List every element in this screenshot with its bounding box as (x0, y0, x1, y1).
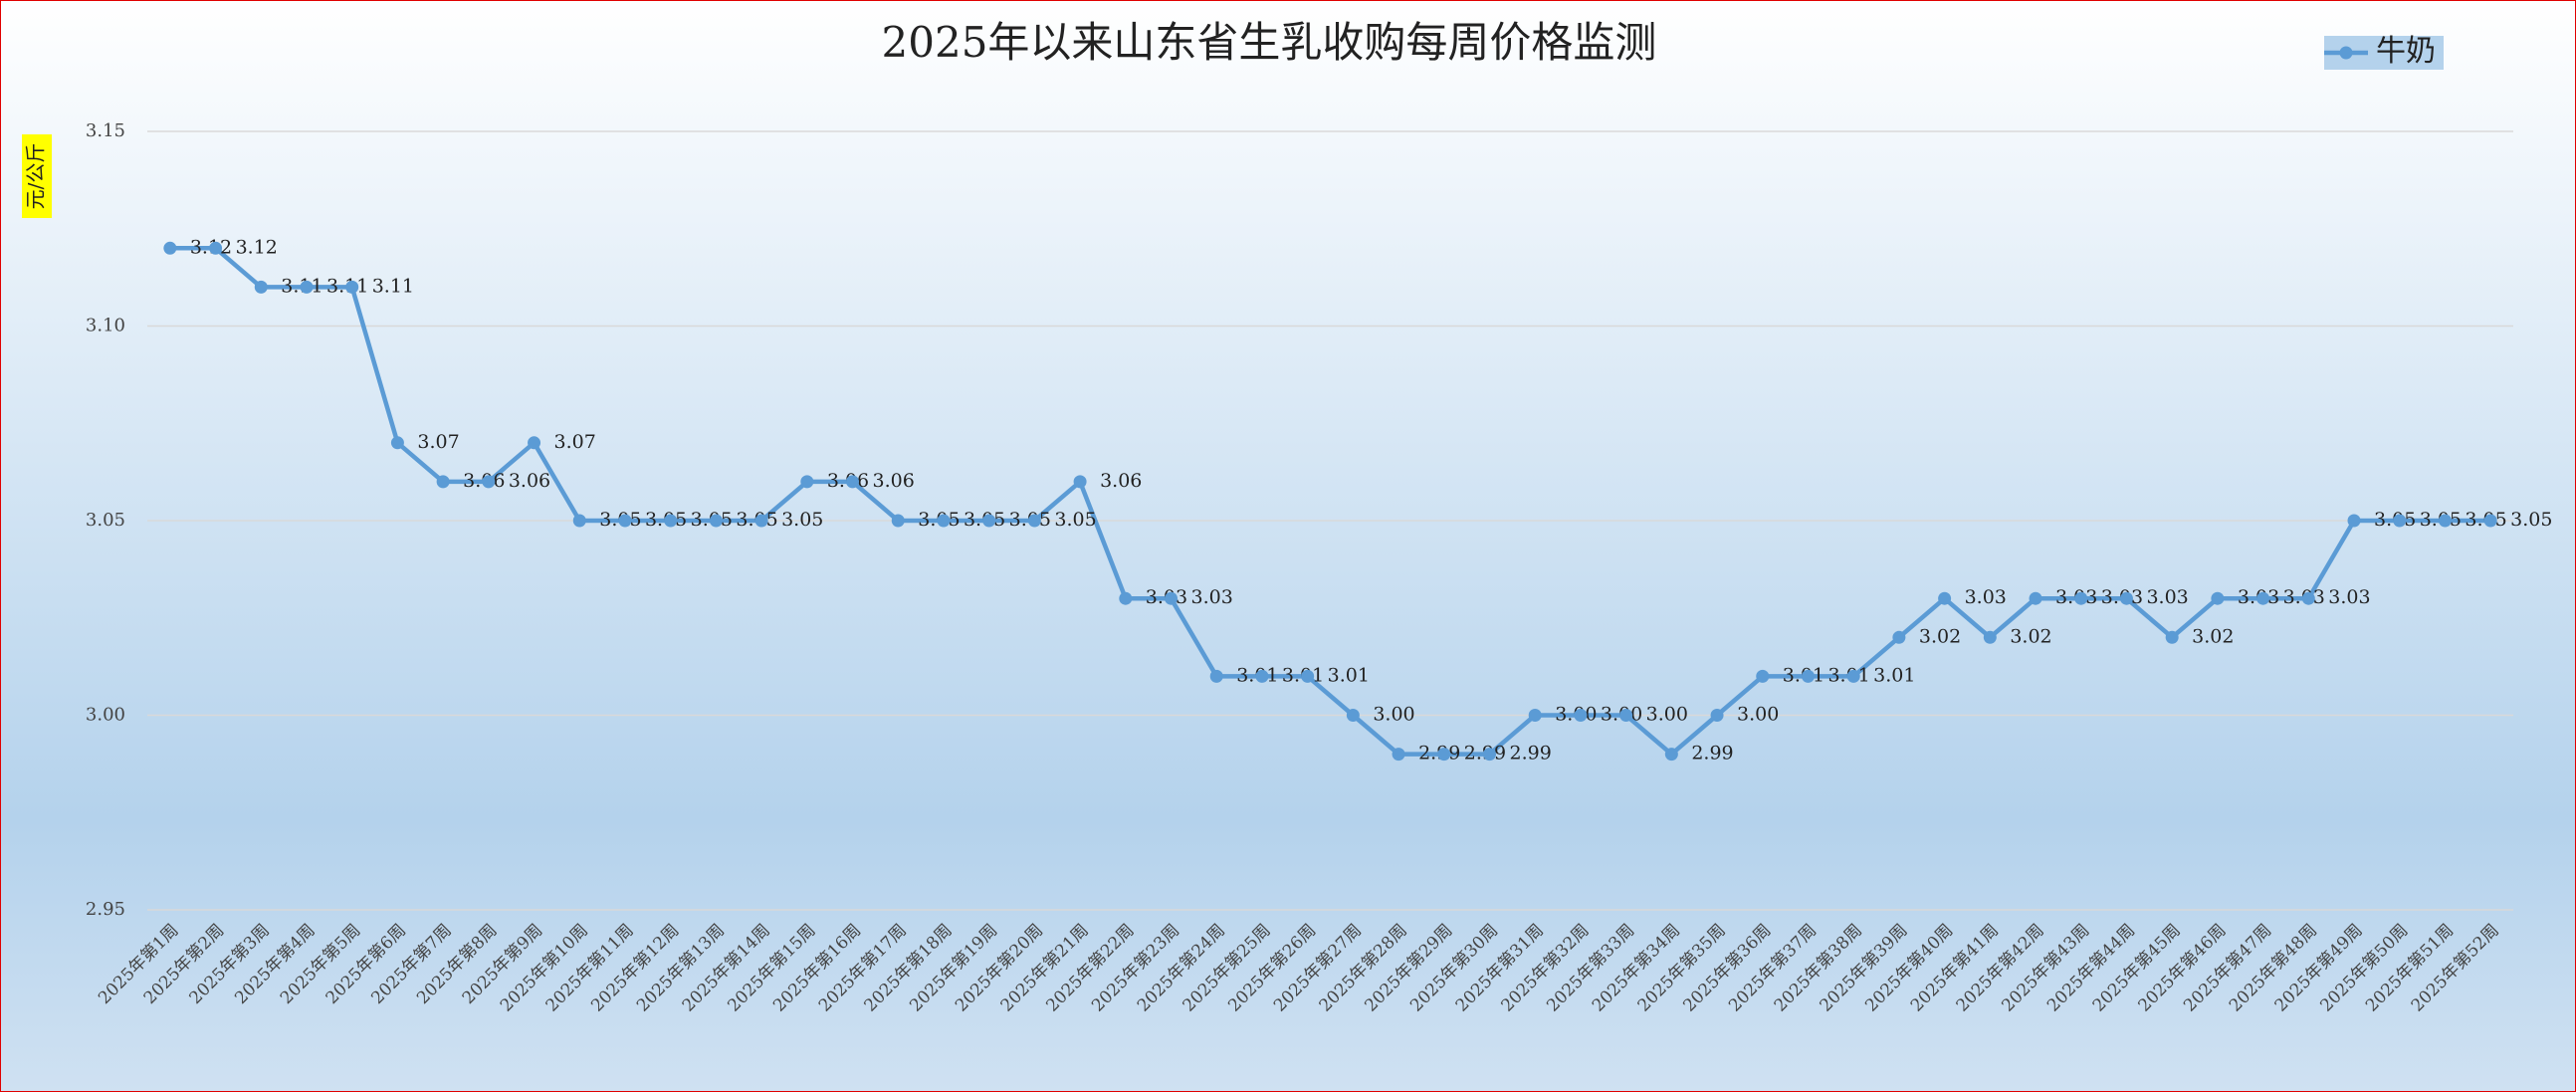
data-point (1346, 709, 1360, 722)
data-label: 3.11 (372, 275, 414, 297)
data-label: 3.07 (554, 431, 596, 453)
data-label: 3.06 (509, 470, 550, 492)
data-label: 3.05 (1054, 509, 1096, 531)
data-point (390, 436, 404, 450)
data-point (1073, 475, 1087, 489)
data-point (1710, 709, 1724, 722)
data-point (1528, 709, 1542, 722)
data-point (1392, 748, 1405, 762)
data-point (891, 514, 905, 528)
data-point (982, 514, 996, 528)
chart-title: 2025年以来山东省生乳收购每周价格监测 (882, 18, 1657, 67)
data-label: 3.02 (1919, 625, 1961, 647)
y-tick-label: 3.00 (86, 705, 125, 726)
data-point (2301, 591, 2315, 605)
data-point (1165, 591, 1179, 605)
data-point (937, 514, 951, 528)
data-point (209, 241, 223, 255)
data-point (618, 514, 632, 528)
data-label: 3.00 (1737, 704, 1779, 726)
data-point (2029, 591, 2042, 605)
data-point (1983, 630, 1997, 644)
data-point (1437, 748, 1451, 762)
data-label: 3.06 (873, 470, 915, 492)
data-point (1301, 669, 1315, 683)
data-label: 3.07 (417, 431, 459, 453)
data-point (1027, 514, 1041, 528)
data-label: 3.05 (2510, 509, 2552, 531)
data-point (1938, 591, 1952, 605)
y-tick-label: 3.10 (86, 316, 125, 336)
data-label: 2.99 (1509, 743, 1551, 764)
series-line (169, 246, 2491, 757)
data-point (2256, 591, 2270, 605)
data-label: 3.03 (1965, 586, 2007, 608)
y-tick-label: 2.95 (86, 899, 125, 920)
data-point (1664, 748, 1678, 762)
y-tick-label: 3.15 (86, 120, 125, 141)
data-label: 3.03 (1191, 586, 1233, 608)
data-point (754, 514, 768, 528)
data-point (2438, 514, 2452, 528)
data-point (1892, 630, 1906, 644)
data-label: 2.99 (1691, 743, 1733, 764)
data-label: 3.00 (1646, 704, 1688, 726)
data-point (2483, 514, 2497, 528)
data-point (482, 475, 496, 489)
data-label: 3.03 (2146, 586, 2188, 608)
data-point (528, 436, 541, 450)
data-point (846, 475, 860, 489)
data-label: 3.05 (781, 509, 823, 531)
data-point (1209, 669, 1223, 683)
y-axis-label: 元/公斤 (24, 143, 48, 210)
data-label: 3.02 (2192, 625, 2234, 647)
data-point (1574, 709, 1588, 722)
data-label: 3.00 (1373, 704, 1414, 726)
data-point (2119, 591, 2133, 605)
y-tick-label: 3.05 (86, 510, 125, 531)
legend-label: 牛奶 (2376, 34, 2436, 69)
legend-marker (2339, 46, 2353, 60)
data-point (436, 475, 450, 489)
data-point (2074, 591, 2088, 605)
data-label: 3.06 (1100, 470, 1142, 492)
data-point (1255, 669, 1269, 683)
data-point (800, 475, 814, 489)
data-point (163, 241, 177, 255)
data-point (2211, 591, 2225, 605)
data-label: 3.03 (2328, 586, 2370, 608)
data-label: 3.12 (236, 236, 278, 258)
data-point (254, 280, 268, 294)
axis-label-bg (22, 134, 52, 218)
data-point (300, 280, 314, 294)
data-point (2347, 514, 2361, 528)
data-point (709, 514, 723, 528)
data-point (2393, 514, 2407, 528)
data-label: 3.01 (1873, 664, 1915, 686)
data-point (345, 280, 359, 294)
data-point (1482, 748, 1496, 762)
data-point (1756, 669, 1770, 683)
data-label: 3.01 (1328, 664, 1370, 686)
data-label: 3.02 (2010, 625, 2051, 647)
data-point (1619, 709, 1633, 722)
data-point (572, 514, 586, 528)
data-point (664, 514, 678, 528)
data-point (2165, 630, 2179, 644)
data-point (1119, 591, 1133, 605)
data-point (1801, 669, 1815, 683)
data-point (1846, 669, 1860, 683)
